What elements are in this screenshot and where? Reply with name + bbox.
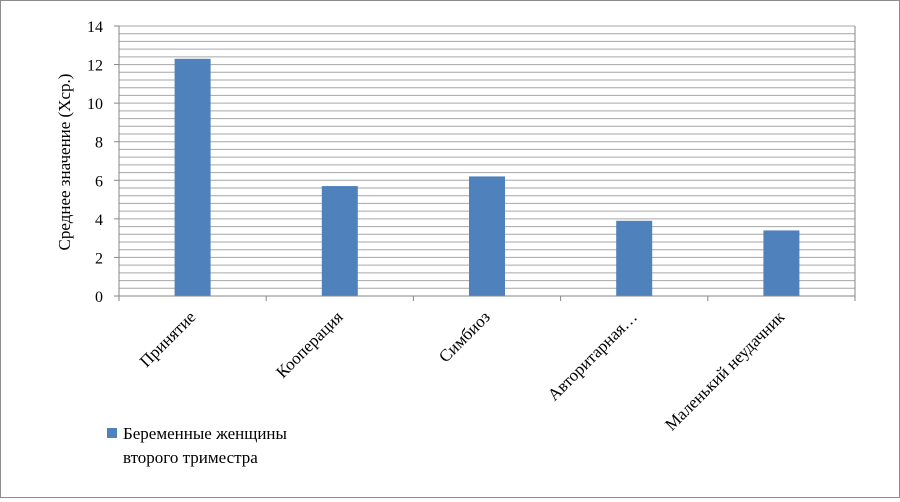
bar-2 [321,186,358,296]
x-tick-label: Симбиоз [435,307,494,366]
bar-5 [763,230,800,296]
y-tick-label: 6 [95,173,103,190]
y-tick-label: 4 [95,212,103,229]
legend: Беременные женщины второго триместра [107,424,288,467]
legend-label-line-2: второго триместра [123,448,258,467]
y-tick-label: 0 [95,289,103,306]
y-tick-label: 10 [87,96,103,113]
y-axis-title: Среднее значение (Хср.) [55,74,74,251]
bar-3 [469,176,505,296]
axes [114,25,856,301]
x-tick-label: Принятие [136,307,200,371]
y-tick-label: 8 [95,135,103,152]
x-tick-labels: Принятие Кооперация Симбиоз Авторитарная… Ма… [136,307,789,434]
x-tick-label: Маленький неудачник [661,307,788,434]
y-tick-label: 14 [87,19,103,36]
x-tick-label: Авторитарная… [544,307,641,404]
y-tick-label: 12 [87,58,103,75]
legend-swatch-icon [107,428,117,438]
y-tick-labels: 0 2 4 6 8 10 12 14 [87,19,103,306]
bars [174,58,800,297]
x-tick-label: Кооперация [272,307,347,382]
legend-label-line-1: Беременные женщины [123,424,288,443]
y-tick-label: 2 [95,250,103,267]
bar-4 [616,220,653,296]
bar-1 [174,58,211,297]
